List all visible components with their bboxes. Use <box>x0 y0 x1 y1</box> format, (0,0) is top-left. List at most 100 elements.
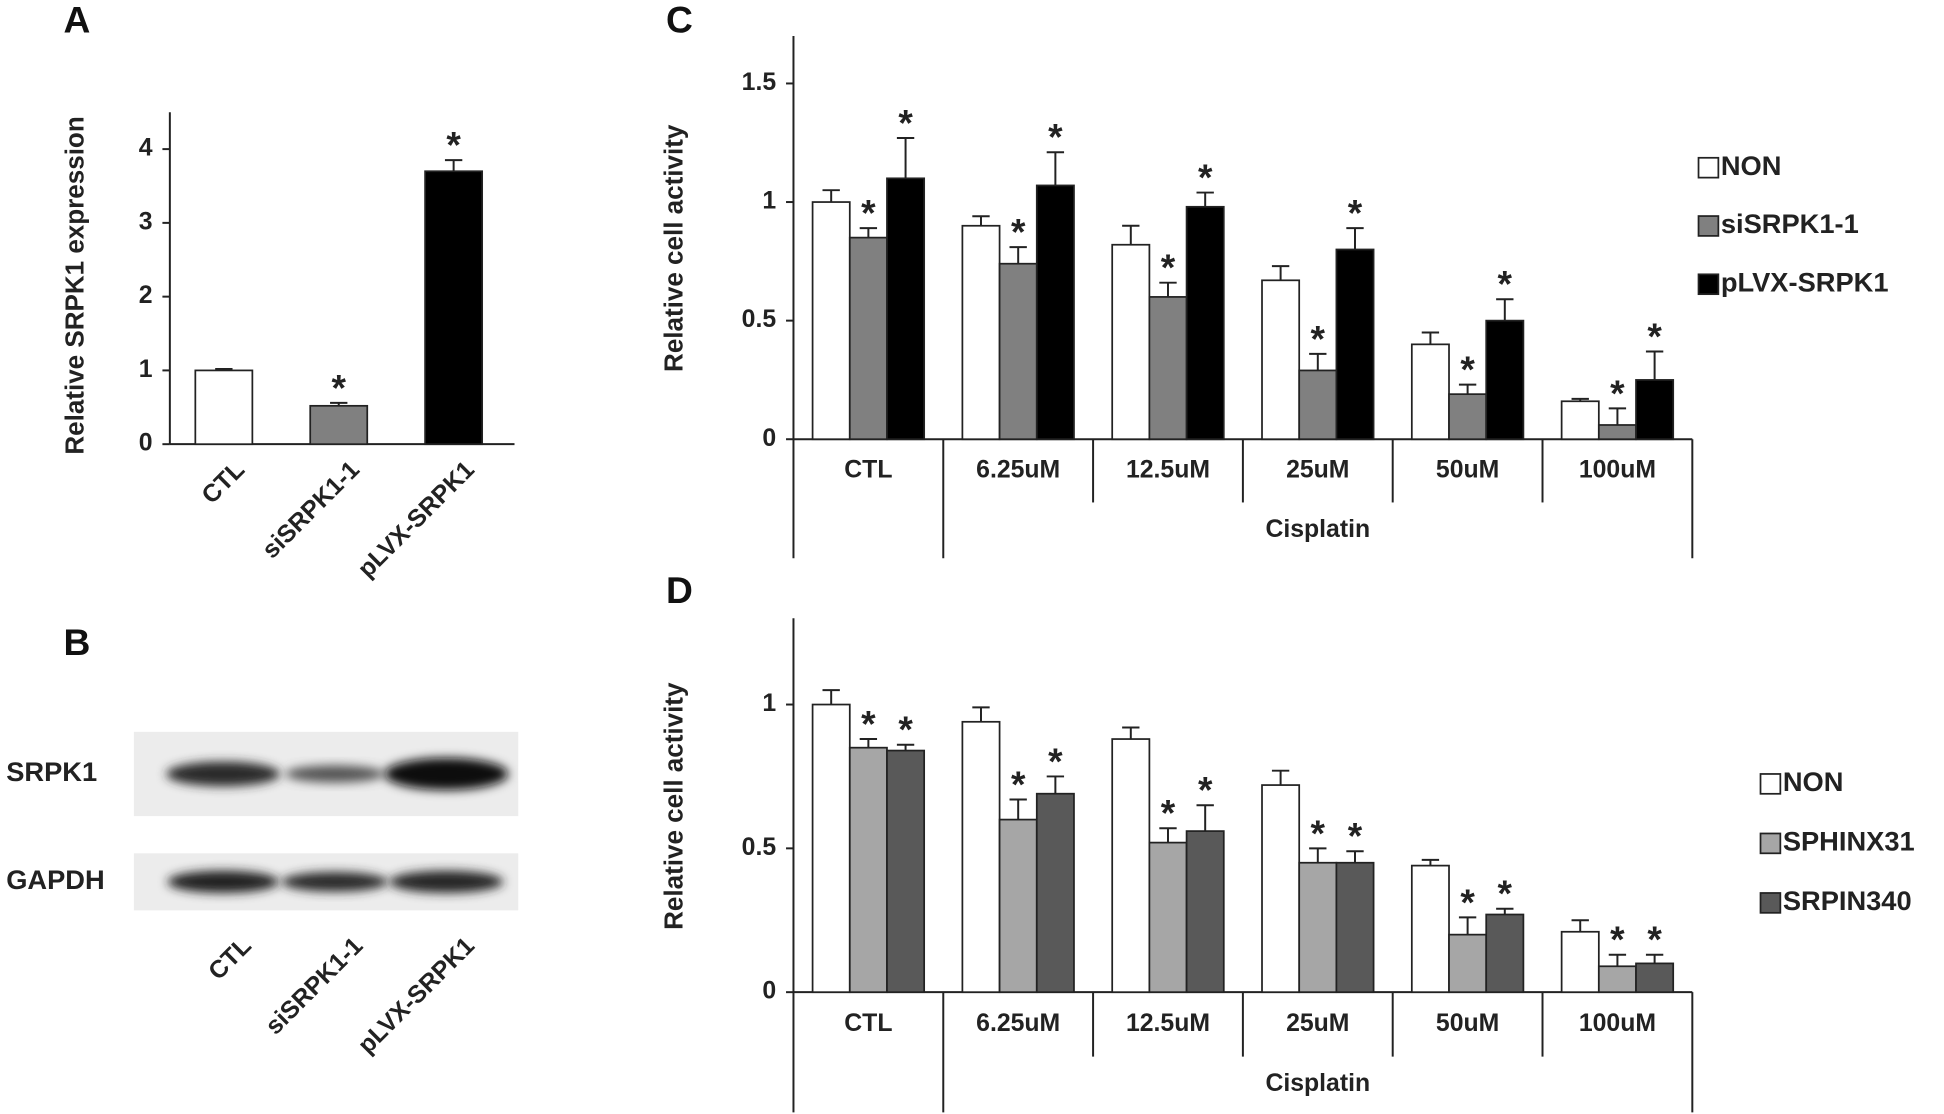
blot-band <box>285 765 385 783</box>
legend-swatch <box>1697 215 1720 237</box>
blot-row-label: SRPK1 <box>6 756 97 787</box>
y-axis-label: Relative cell activity <box>659 124 689 372</box>
significance-star: * <box>898 708 913 750</box>
x-tick-label: 100uM <box>1579 1010 1656 1037</box>
x-tick-label: 25uM <box>1286 456 1349 483</box>
bar <box>1148 841 1188 994</box>
bar <box>1485 913 1525 994</box>
bar <box>1597 965 1637 994</box>
bar <box>1635 379 1675 441</box>
significance-star: * <box>1647 918 1662 960</box>
significance-star: * <box>861 702 876 744</box>
significance-star: * <box>1198 156 1213 198</box>
group-label: Cisplatin <box>1265 516 1370 543</box>
blot-lane-label: pLVX-SRPK1 <box>353 932 480 1059</box>
legend-label: SPHINX31 <box>1783 826 1915 857</box>
y-tick-label: 0.5 <box>742 834 777 861</box>
significance-star: * <box>1048 740 1063 782</box>
bar <box>1298 369 1338 441</box>
significance-star: * <box>1610 918 1625 960</box>
y-tick-label: 2 <box>139 282 153 309</box>
y-tick-label: 1 <box>762 188 776 215</box>
significance-star: * <box>331 366 346 408</box>
legend-label: SRPIN340 <box>1783 885 1912 916</box>
bar <box>961 720 1001 994</box>
legend-label: NON <box>1783 766 1844 797</box>
x-tick-label: CTL <box>844 1010 892 1037</box>
significance-star: * <box>1311 317 1326 359</box>
x-tick-label: CTL <box>844 456 892 483</box>
panel-letter: C <box>666 0 693 40</box>
y-axis-label: Relative cell activity <box>659 682 689 930</box>
significance-star: * <box>898 101 913 143</box>
significance-star: * <box>446 124 461 166</box>
bar <box>848 746 888 994</box>
x-tick-label: 50uM <box>1436 1010 1499 1037</box>
significance-star: * <box>1348 192 1363 234</box>
y-tick-label: 4 <box>139 135 153 162</box>
y-tick-label: 3 <box>139 208 153 235</box>
bar <box>1410 864 1450 994</box>
bar <box>1335 248 1375 441</box>
x-tick-label: 12.5uM <box>1126 456 1210 483</box>
blot-band <box>389 870 504 893</box>
legend-swatch <box>1697 273 1720 296</box>
y-tick-label: 0 <box>762 425 776 452</box>
x-tick-label: pLVX-SRPK1 <box>353 456 480 583</box>
legend-swatch <box>1697 156 1720 179</box>
bar <box>309 404 369 446</box>
panel-letter: B <box>63 621 90 663</box>
bar <box>1560 400 1600 441</box>
bar <box>1035 184 1075 441</box>
bar <box>886 749 926 994</box>
bar <box>1635 962 1675 994</box>
bar <box>1148 296 1188 441</box>
panel-letter: D <box>666 569 693 611</box>
group-label: Cisplatin <box>1265 1070 1370 1097</box>
significance-star: * <box>1647 315 1662 357</box>
bar <box>811 201 851 441</box>
legend-swatch <box>1759 892 1782 914</box>
bar <box>1111 243 1151 441</box>
bar <box>961 224 1001 441</box>
significance-star: * <box>1048 116 1063 158</box>
significance-star: * <box>1460 881 1475 923</box>
legend-label: siSRPK1-1 <box>1721 208 1859 239</box>
bar <box>1035 792 1075 994</box>
blot-band <box>281 871 389 892</box>
bar <box>811 703 851 994</box>
y-tick-label: 1 <box>762 690 776 717</box>
x-tick-label: 25uM <box>1286 1010 1349 1037</box>
significance-star: * <box>1161 792 1176 834</box>
bar <box>1298 861 1338 994</box>
bar <box>1485 319 1525 441</box>
y-tick-label: 1 <box>139 356 153 383</box>
y-tick-label: 1.5 <box>742 69 777 96</box>
significance-star: * <box>1498 263 1513 305</box>
panel-letter: A <box>63 0 90 40</box>
significance-star: * <box>1348 815 1363 857</box>
x-tick-label: 6.25uM <box>976 456 1060 483</box>
significance-star: * <box>1460 348 1475 390</box>
bar <box>1261 784 1301 994</box>
bar <box>424 170 484 446</box>
blot-band <box>167 870 279 893</box>
bar <box>848 236 888 441</box>
y-tick-label: 0 <box>762 978 776 1005</box>
y-axis-label: Relative SRPK1 expression <box>60 116 90 454</box>
significance-star: * <box>1011 763 1026 805</box>
significance-star: * <box>1161 246 1176 288</box>
blot-lane-label: CTL <box>204 932 257 985</box>
y-tick-label: 0.5 <box>742 306 777 333</box>
bar <box>1560 930 1600 994</box>
legend-label: NON <box>1721 150 1782 181</box>
significance-star: * <box>1011 211 1026 253</box>
blot-lane-label: siSRPK1-1 <box>261 932 369 1040</box>
blot-band <box>166 761 281 787</box>
significance-star: * <box>1311 812 1326 854</box>
significance-star: * <box>1610 372 1625 414</box>
bar <box>1261 279 1301 441</box>
legend-swatch <box>1759 773 1782 795</box>
y-tick-label: 0 <box>139 430 153 457</box>
